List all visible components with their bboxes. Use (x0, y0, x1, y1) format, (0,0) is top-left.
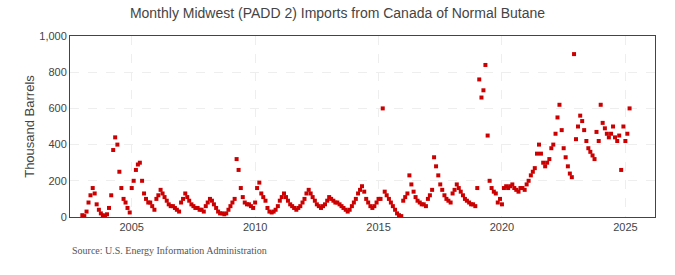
svg-text:Source: U.S. Energy Informatio: Source: U.S. Energy Information Administ… (72, 245, 267, 256)
svg-text:200: 200 (48, 175, 66, 187)
svg-text:Thousand Barrels: Thousand Barrels (22, 75, 37, 178)
svg-text:2025: 2025 (613, 221, 637, 233)
svg-text:2010: 2010 (243, 221, 267, 233)
svg-text:2005: 2005 (119, 221, 143, 233)
svg-text:0: 0 (61, 211, 67, 223)
svg-text:2020: 2020 (490, 221, 514, 233)
svg-text:800: 800 (48, 66, 66, 78)
svg-text:2015: 2015 (366, 221, 390, 233)
svg-text:400: 400 (48, 138, 66, 150)
svg-text:600: 600 (48, 102, 66, 114)
svg-text:1,000: 1,000 (39, 30, 67, 42)
svg-text:Monthly Midwest (PADD 2) Impor: Monthly Midwest (PADD 2) Imports from Ca… (130, 5, 545, 21)
